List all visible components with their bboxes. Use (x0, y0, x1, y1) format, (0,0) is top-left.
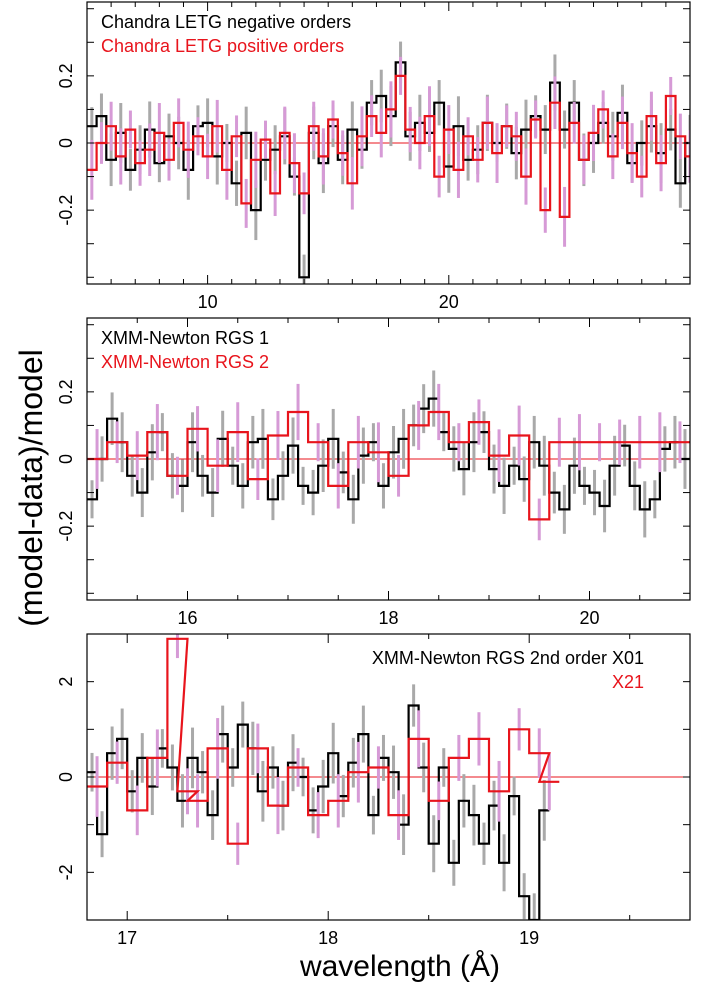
plot-area (87, 370, 690, 541)
y-tick-label: 2 (56, 677, 76, 687)
x-axis-label: wavelength (Å) (299, 950, 500, 983)
y-tick-label: 0 (56, 772, 76, 782)
x-tick-label: 10 (198, 292, 218, 312)
y-tick-label: 0.2 (56, 379, 76, 404)
legend-entry: Chandra LETG positive orders (101, 36, 344, 56)
y-tick-label: -2 (56, 864, 76, 880)
legend-entry: Chandra LETG negative orders (101, 12, 351, 32)
x-tick-label: 17 (117, 928, 137, 948)
y-axis-label: (model-data)/model (13, 349, 49, 626)
legend-entry: XMM-Newton RGS 1 (101, 328, 269, 348)
x-tick-label: 20 (579, 608, 599, 628)
x-tick-label: 16 (177, 608, 197, 628)
x-tick-label: 19 (519, 928, 539, 948)
legend-entry: XMM-Newton RGS 2nd order X01 (372, 648, 644, 668)
series-line-red (87, 410, 690, 521)
panel-bottom: 17 18 19 -2 0 2 XMM-Newton RGS 2nd order X01 X2… (56, 633, 691, 948)
series-line-red (87, 74, 690, 218)
series-line-red (87, 637, 560, 845)
y-tick-label: 0 (56, 138, 76, 148)
y-tick-label: 0 (56, 454, 76, 464)
plot-area (87, 41, 690, 284)
x-tick-label: 18 (318, 928, 338, 948)
panel-top: 10 20 -0.2 0 0.2 Chandra LETG negative orders… (56, 1, 691, 312)
legend-entry: XMM-Newton RGS 2 (101, 352, 269, 372)
x-tick-label: 18 (378, 608, 398, 628)
y-tick-label: -0.2 (56, 195, 76, 226)
plot-area (87, 634, 560, 920)
legend-entry: X21 (612, 672, 644, 692)
x-tick-label: 20 (439, 292, 459, 312)
y-tick-label: -0.2 (56, 511, 76, 542)
panel-middle: 16 18 20 -0.2 0 0.2 XMM-Newton RGS 1 XMM-Newton… (56, 317, 691, 628)
y-tick-label: 0.2 (56, 63, 76, 88)
